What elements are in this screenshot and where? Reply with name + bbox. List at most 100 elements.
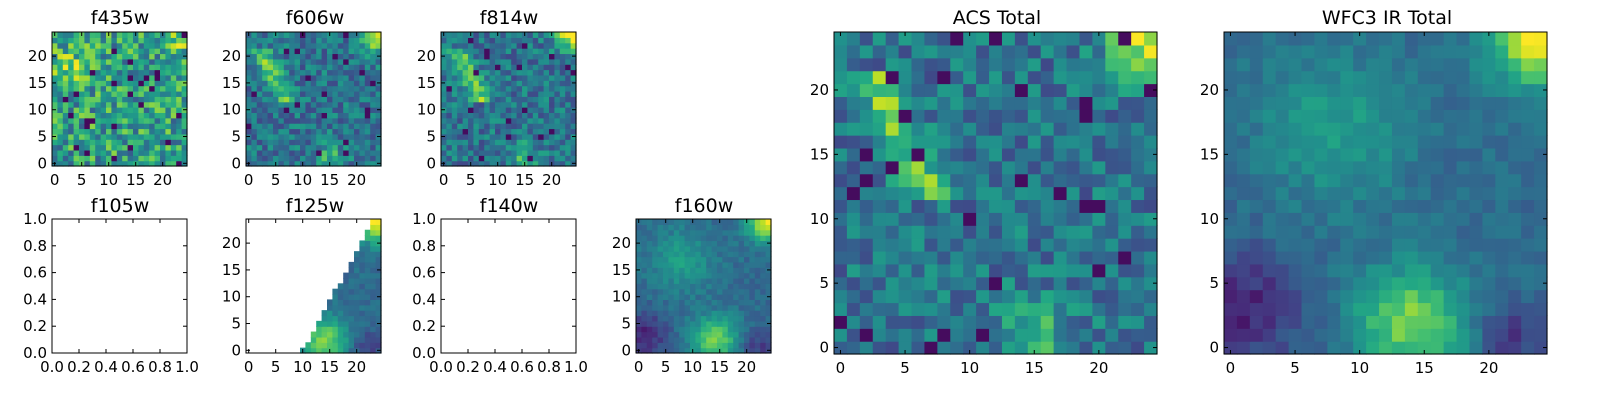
heatmap-cell xyxy=(1288,44,1303,59)
heatmap-cell xyxy=(95,80,102,87)
heatmap-cell xyxy=(937,250,951,265)
heatmap-cell xyxy=(1288,83,1303,97)
heatmap-cell xyxy=(695,256,702,263)
heatmap-cell xyxy=(1066,238,1081,252)
heatmap-cell xyxy=(446,133,453,140)
heatmap-cell xyxy=(846,70,861,85)
heatmap-cell xyxy=(570,117,577,124)
heatmap-cell xyxy=(1262,32,1277,46)
heatmap-cell xyxy=(176,128,183,135)
heatmap-cell xyxy=(246,144,252,151)
heatmap-cell xyxy=(1288,186,1303,201)
heatmap-cell xyxy=(359,133,366,140)
heatmap-cell xyxy=(641,342,648,349)
heatmap-cell xyxy=(316,96,323,103)
heatmap-cell xyxy=(532,37,539,44)
heatmap-cell xyxy=(1443,32,1458,46)
heatmap-cell xyxy=(765,331,772,338)
heatmap-cell xyxy=(441,42,447,49)
heatmap-cell xyxy=(165,58,172,65)
heatmap-cell xyxy=(375,69,382,76)
heatmap-cell xyxy=(1131,109,1145,123)
heatmap-cell xyxy=(343,112,350,119)
heatmap-cell xyxy=(859,44,874,59)
heatmap-cell xyxy=(1275,83,1290,97)
heatmap-cell xyxy=(749,310,756,317)
heatmap-cell xyxy=(251,139,258,146)
heatmap-cell xyxy=(500,139,507,146)
heatmap-cell xyxy=(554,149,561,156)
heatmap-cell xyxy=(289,42,296,49)
heatmap-cell xyxy=(165,117,172,124)
heatmap-cell xyxy=(283,160,290,167)
heatmap-cell xyxy=(462,53,469,60)
panel-title: ACS Total xyxy=(953,7,1041,29)
heatmap-cell xyxy=(532,117,539,124)
heatmap-cell xyxy=(898,276,913,291)
heatmap-cell xyxy=(543,64,550,71)
heatmap-cell xyxy=(262,64,269,71)
heatmap-cell xyxy=(505,96,512,103)
heatmap-cell xyxy=(138,112,145,119)
heatmap-cell xyxy=(370,64,377,71)
heatmap-cell xyxy=(1379,212,1393,226)
heatmap-cell xyxy=(343,123,350,130)
heatmap-cell xyxy=(1508,238,1522,252)
heatmap-cell xyxy=(706,277,713,284)
heatmap-cell xyxy=(89,90,96,97)
heatmap-cell xyxy=(1353,276,1367,291)
heatmap-cell xyxy=(1236,186,1251,201)
heatmap-cell xyxy=(267,133,274,140)
heatmap-cell xyxy=(733,294,740,300)
heatmap-cell xyxy=(1105,44,1119,59)
heatmap-cell xyxy=(89,64,96,71)
heatmap-cell xyxy=(500,74,507,81)
heatmap-cell xyxy=(976,289,990,304)
heatmap-cell xyxy=(100,64,107,71)
heatmap-cell xyxy=(316,117,323,124)
heatmap-cell xyxy=(1027,302,1042,316)
heatmap-cell xyxy=(722,267,729,274)
heatmap-cell xyxy=(267,144,274,151)
heatmap-cells xyxy=(636,219,772,354)
heatmap-cell xyxy=(267,32,274,38)
heatmap-cell xyxy=(1040,199,1055,213)
heatmap-cell xyxy=(149,90,156,97)
heatmap-cell xyxy=(538,42,545,49)
heatmap-cell xyxy=(89,58,96,65)
heatmap-cell xyxy=(489,74,496,81)
heatmap-cell xyxy=(1105,212,1119,226)
heatmap-cell xyxy=(989,302,1003,316)
y-tick-label: 5 xyxy=(1209,274,1219,292)
heatmap-cell xyxy=(1249,57,1264,72)
heatmap-cell xyxy=(1521,263,1535,278)
heatmap-cell xyxy=(1404,173,1419,188)
heatmap-cell xyxy=(473,107,480,113)
heatmap-cell xyxy=(727,245,734,252)
heatmap-cell xyxy=(898,212,913,226)
heatmap-cell xyxy=(500,128,507,135)
heatmap-cell xyxy=(1508,70,1522,85)
heatmap-cell xyxy=(717,336,723,343)
heatmap-cell xyxy=(559,112,566,119)
heatmap-cell xyxy=(657,326,664,333)
heatmap-cell xyxy=(872,32,887,46)
heatmap-cell xyxy=(495,90,501,97)
heatmap-cell xyxy=(73,53,80,60)
heatmap-cell xyxy=(1224,122,1238,136)
heatmap-cell xyxy=(246,69,252,76)
heatmap-cell xyxy=(657,256,664,263)
heatmap-cell xyxy=(744,294,750,300)
heatmap-cell xyxy=(711,299,718,306)
heatmap-cell xyxy=(711,224,718,231)
heatmap-cell xyxy=(885,135,900,149)
heatmap-cell xyxy=(1379,263,1393,278)
heatmap-cell xyxy=(176,69,183,76)
heatmap-cell xyxy=(963,250,977,265)
heatmap-cell xyxy=(522,101,528,108)
panel-f140w: f140w 0.0 0.2 0.4 0.6 0.8 1.00.00.20.40.60.81… xyxy=(412,195,588,376)
heatmap-cell xyxy=(511,107,518,113)
heatmap-cell xyxy=(711,240,718,247)
heatmap-cell xyxy=(522,42,528,49)
heatmap-cell xyxy=(133,139,139,146)
